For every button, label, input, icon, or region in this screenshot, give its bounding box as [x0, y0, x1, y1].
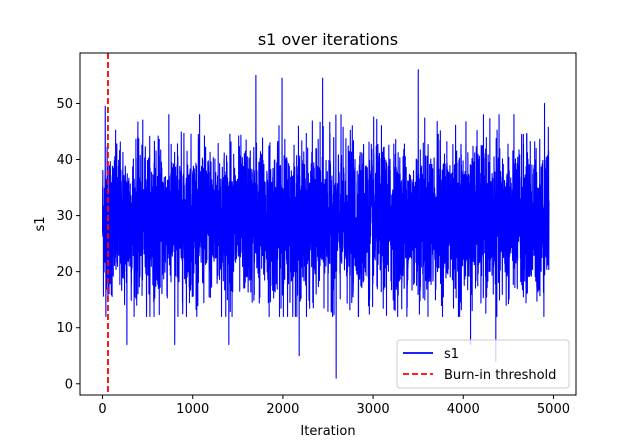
plot-frame — [79, 52, 577, 396]
x-tick-label: 2000 — [266, 402, 299, 417]
y-axis: 0 10 20 30 40 50 — [56, 97, 80, 392]
y-axis-label: s1 — [33, 216, 48, 231]
legend-label-burn-in: Burn-in threshold — [444, 368, 556, 383]
y-tick-label: 0 — [65, 377, 73, 392]
x-axis-label: Iteration — [300, 424, 355, 439]
y-tick-label: 20 — [56, 265, 73, 280]
legend: s1 Burn-in threshold — [396, 339, 570, 389]
plot-area — [102, 53, 550, 395]
x-axis: 0 1000 2000 3000 4000 5000 — [98, 395, 570, 417]
legend-box — [396, 339, 570, 389]
chart-title: s1 over iterations — [258, 30, 398, 49]
x-tick-label: 5000 — [537, 402, 570, 417]
legend-label-s1: s1 — [444, 347, 459, 362]
x-tick-label: 4000 — [447, 402, 480, 417]
y-tick-label: 50 — [56, 97, 73, 112]
x-tick-label: 0 — [98, 402, 106, 417]
x-tick-label: 3000 — [357, 402, 390, 417]
series-line-s1 — [102, 69, 550, 379]
y-tick-label: 10 — [56, 321, 73, 336]
x-tick-label: 1000 — [176, 402, 209, 417]
y-tick-label: 40 — [56, 153, 73, 168]
y-tick-label: 30 — [56, 209, 73, 224]
